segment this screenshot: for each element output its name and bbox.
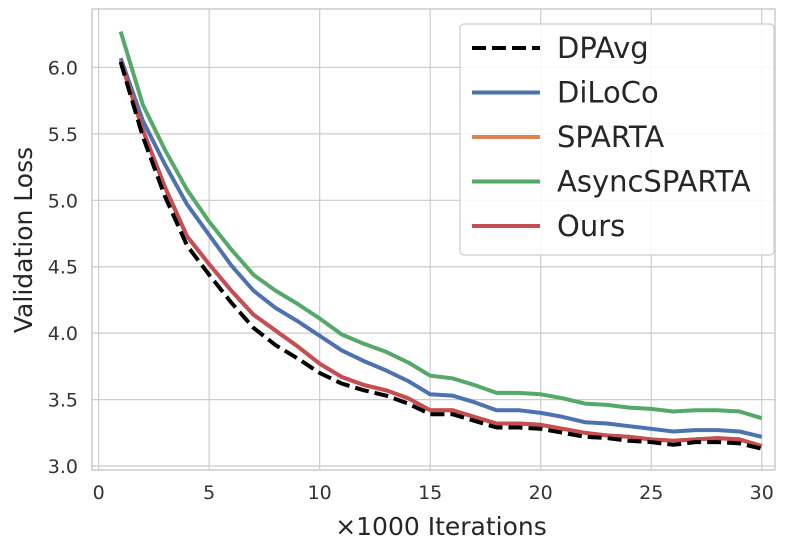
y-tick-label: 4.0 [48,323,78,345]
x-axis-label: ×1000 Iterations [335,512,547,541]
legend-box [459,23,775,256]
x-axis-ticks: 0 5 10 15 20 25 30 [93,482,774,504]
y-tick-label: 4.5 [48,257,78,279]
y-tick-label: 3.0 [48,456,78,478]
grid [92,9,775,470]
legend-label-ours: Ours [557,209,625,243]
x-tick-label: 25 [639,482,663,504]
x-tick-label: 20 [529,482,553,504]
x-tick-label: 10 [308,482,332,504]
x-tick-label: 30 [750,482,774,504]
legend-label-sparta: SPARTA [557,120,664,154]
x-tick-label: 0 [93,482,105,504]
legend-label-diloco: DiLoCo [557,76,659,110]
y-tick-label: 6.0 [48,57,78,79]
series-line-ours [118,60,763,449]
series-layer [118,31,763,451]
y-tick-label: 5.5 [48,124,78,146]
x-tick-label: 5 [203,482,215,504]
y-tick-label: 3.5 [48,390,78,412]
series-line-diloco [118,57,763,439]
x-tick-label: 15 [418,482,442,504]
y-tick-label: 5.0 [48,190,78,212]
legend: DPAvg DiLoCo SPARTA AsyncSPARTA Ours [459,23,775,256]
legend-label-asyncsparta: AsyncSPARTA [557,165,751,199]
y-axis-label: Validation Loss [9,147,38,333]
series-line-asyncsparta [118,31,763,421]
y-axis-ticks: 3.0 3.5 4.0 4.5 5.0 5.5 6.0 [48,57,78,478]
legend-label-dpavg: DPAvg [557,31,649,65]
series-line-dpavg [118,61,763,451]
